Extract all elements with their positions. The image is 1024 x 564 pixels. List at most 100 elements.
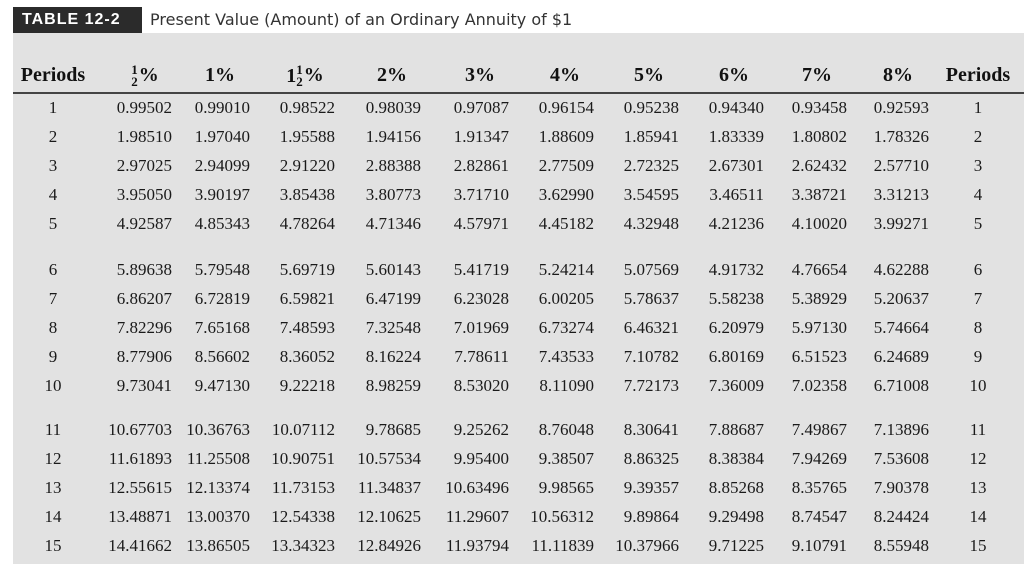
period-number-right: 4 — [973, 185, 983, 204]
table-cell: 7.94269 — [791, 449, 847, 468]
table-cell: 2.67301 — [708, 156, 764, 175]
table-cell: 8.38384 — [708, 449, 764, 468]
table-number-label: TABLE 12-2 — [13, 7, 142, 33]
table-cell: 11.25508 — [186, 449, 250, 468]
table-cell: 9.25262 — [453, 420, 509, 439]
table-cell: 9.73041 — [116, 376, 172, 395]
table-cell: 12.55615 — [108, 478, 172, 497]
table-cell: 7.43533 — [538, 347, 594, 366]
table-cell: 2.91220 — [279, 156, 335, 175]
table-cell: 1.78326 — [873, 127, 929, 146]
table-cell: 8.56602 — [194, 347, 250, 366]
table-cell: 7.13896 — [873, 420, 929, 439]
table-cell: 4.62288 — [873, 260, 929, 279]
table-cell: 2.57710 — [873, 156, 929, 175]
table-cell: 6.24689 — [873, 347, 929, 366]
fraction-numerator: 1 — [296, 62, 303, 78]
fraction-denominator: 2 — [131, 74, 138, 90]
percent-sign: % — [303, 64, 324, 86]
table-cell: 6.71008 — [873, 376, 929, 395]
table-cell: 3.38721 — [791, 185, 847, 204]
table-cell: 13.34323 — [271, 536, 335, 555]
table-cell: 4.85343 — [194, 214, 250, 233]
table-cell: 0.98522 — [279, 98, 335, 117]
table-cell: 3.95050 — [116, 185, 172, 204]
table-cell: 6.46321 — [623, 318, 679, 337]
table-cell: 11.73153 — [271, 478, 335, 497]
period-number-right: 7 — [973, 289, 983, 308]
table-cell: 5.41719 — [453, 260, 509, 279]
period-number: 3 — [48, 156, 58, 175]
period-number: 4 — [48, 185, 58, 204]
table-cell: 13.48871 — [108, 507, 172, 526]
table-cell: 6.72819 — [194, 289, 250, 308]
table-cell: 7.01969 — [453, 318, 509, 337]
table-cell: 4.76654 — [791, 260, 847, 279]
period-number-right: 3 — [973, 156, 983, 175]
period-number-right: 2 — [973, 127, 983, 146]
period-number: 6 — [48, 260, 58, 279]
table-cell: 0.99502 — [116, 98, 172, 117]
table-cell: 1.98510 — [116, 127, 172, 146]
table-cell: 8.24424 — [873, 507, 929, 526]
period-number-right: 5 — [973, 214, 983, 233]
table-cell: 10.37966 — [615, 536, 679, 555]
table-cell: 0.99010 — [194, 98, 250, 117]
col-header-r1-5: 1 1 2% — [286, 62, 324, 88]
table-cell: 8.77906 — [116, 347, 172, 366]
table-cell: 11.11839 — [531, 536, 595, 555]
table-cell: 4.92587 — [116, 214, 172, 233]
table-cell: 7.48593 — [279, 318, 335, 337]
table-cell: 8.74547 — [791, 507, 847, 526]
table-cell: 11.61893 — [108, 449, 172, 468]
table-cell: 5.58238 — [708, 289, 764, 308]
table-cell: 9.78685 — [365, 420, 421, 439]
table-cell: 9.29498 — [708, 507, 764, 526]
table-cell: 2.62432 — [791, 156, 847, 175]
period-number-right: 10 — [969, 376, 987, 395]
table-cell: 9.95400 — [453, 449, 509, 468]
table-cell: 5.97130 — [791, 318, 847, 337]
table-cell: 6.73274 — [538, 318, 594, 337]
table-cell: 9.98565 — [538, 478, 594, 497]
table-cell: 8.98259 — [365, 376, 421, 395]
table-cell: 10.57534 — [357, 449, 421, 468]
table-cell: 5.89638 — [116, 260, 172, 279]
period-number-right: 12 — [969, 449, 987, 468]
col-header-r4: 4% — [550, 64, 580, 86]
table-cell: 8.76048 — [538, 420, 594, 439]
table-cell: 3.62990 — [538, 185, 594, 204]
table-cell: 10.36763 — [186, 420, 250, 439]
table-cell: 7.90378 — [873, 478, 929, 497]
col-header-r0-5: 1 2% — [131, 63, 159, 90]
table-cell: 13.86505 — [186, 536, 250, 555]
table-cell: 5.60143 — [365, 260, 421, 279]
table-cell: 7.82296 — [116, 318, 172, 337]
table-cell: 5.79548 — [194, 260, 250, 279]
table-cell: 3.99271 — [873, 214, 929, 233]
period-number-right: 13 — [969, 478, 987, 497]
table-cell: 10.56312 — [530, 507, 594, 526]
table-cell: 3.71710 — [453, 185, 509, 204]
col-header-periods-right: Periods — [945, 64, 1011, 86]
period-number: 7 — [48, 289, 58, 308]
period-number: 11 — [44, 420, 62, 439]
table-cell: 7.49867 — [791, 420, 847, 439]
table-cell: 1.95588 — [279, 127, 335, 146]
table-cell: 8.85268 — [708, 478, 764, 497]
table-cell: 7.88687 — [708, 420, 764, 439]
table-cell: 8.53020 — [453, 376, 509, 395]
table-cell: 3.31213 — [873, 185, 929, 204]
period-number-right: 6 — [973, 260, 983, 279]
table-cell: 8.86325 — [623, 449, 679, 468]
period-number-right: 8 — [973, 318, 983, 337]
table-cell: 10.67703 — [108, 420, 172, 439]
period-number: 5 — [48, 214, 58, 233]
table-cell: 8.16224 — [365, 347, 421, 366]
table-cell: 13.00370 — [186, 507, 250, 526]
table-cell: 6.47199 — [365, 289, 421, 308]
table-cell: 9.89864 — [623, 507, 679, 526]
table-cell: 7.72173 — [623, 376, 679, 395]
